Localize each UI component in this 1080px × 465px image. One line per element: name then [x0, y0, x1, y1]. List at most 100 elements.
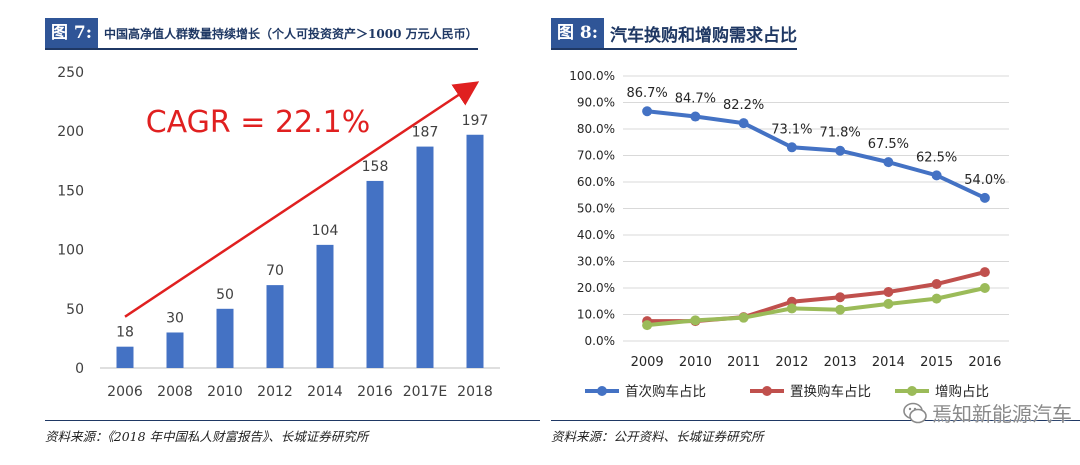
bar-data-label: 158	[362, 159, 389, 175]
data-point	[931, 279, 942, 290]
y-tick-label: 200	[57, 124, 84, 140]
x-tick-label: 2010	[207, 384, 243, 400]
data-point	[979, 192, 990, 203]
y-tick-label: 10.0%	[577, 308, 615, 322]
y-tick-label: 100	[57, 243, 84, 259]
bar-data-label: 187	[412, 125, 439, 141]
data-point	[883, 286, 894, 297]
bar	[166, 332, 184, 368]
y-tick-label: 50	[66, 302, 84, 318]
data-point	[642, 106, 653, 117]
legend-marker	[762, 386, 772, 396]
data-point	[786, 142, 797, 153]
x-tick-label: 2014	[307, 384, 343, 400]
figure-8-title: 汽车换购和增购需求占比	[610, 25, 798, 46]
legend-label: 置换购车占比	[790, 383, 871, 400]
series-line	[646, 286, 986, 328]
data-point	[786, 303, 797, 314]
x-tick-label: 2014	[872, 355, 905, 370]
data-point	[883, 298, 894, 309]
figure-8-source: 资料来源：公开资料、长城证券研究所	[551, 420, 1080, 445]
y-tick-label: 40.0%	[577, 228, 615, 242]
data-label: 86.7%	[626, 86, 667, 101]
y-tick-label: 20.0%	[577, 281, 615, 295]
data-point	[642, 320, 653, 331]
y-tick-label: 100.0%	[569, 69, 615, 83]
data-label: 67.5%	[868, 137, 909, 152]
x-tick-label: 2006	[107, 384, 143, 400]
bar	[416, 146, 434, 368]
x-tick-label: 2013	[824, 355, 857, 370]
bar-data-label: 104	[312, 223, 339, 239]
line-chart: 0.0% 10.0% 20.0% 30.0% 40.0% 50.0% 60.0% 70.0% 8…	[569, 69, 1009, 400]
x-tick-label: 2012	[257, 384, 293, 400]
y-tick-label: 30.0%	[577, 255, 615, 269]
wechat-icon	[903, 402, 927, 423]
left-chart-panel: 图 7: 中国高净值人群数量持续增长（个人可投资资产＞1000 万元人民币） 0…	[45, 18, 540, 445]
data-point	[931, 170, 942, 181]
right-chart-panel: 图 8: 汽车换购和增购需求占比 0.0% 10.0% 20.0% 30.0% 40.0…	[545, 0, 1080, 465]
x-tick-label: 2017E	[403, 384, 447, 400]
series-line	[646, 109, 986, 200]
y-tick-label: 150	[57, 183, 84, 199]
data-point	[979, 267, 990, 278]
data-point	[738, 118, 749, 129]
x-tick-label: 2008	[157, 384, 193, 400]
watermark: 焉知新能源汽车	[902, 398, 1072, 427]
bar-data-label: 70	[266, 263, 284, 279]
data-point	[690, 111, 701, 122]
cagr-trend-arrow	[124, 81, 480, 318]
bar	[316, 244, 334, 368]
bar	[266, 285, 284, 368]
bar-data-label: 197	[462, 113, 489, 129]
figure-8-label: 图 8:	[551, 18, 605, 48]
data-point	[835, 145, 846, 156]
bar-data-label: 50	[216, 287, 234, 303]
data-label: 62.5%	[916, 150, 957, 165]
legend-marker	[597, 386, 607, 396]
y-tick-label: 0	[75, 361, 84, 377]
data-point	[931, 293, 942, 304]
legend-marker	[907, 386, 917, 396]
y-tick-label: 80.0%	[577, 122, 615, 136]
x-tick-label: 2016	[357, 384, 393, 400]
y-tick-label: 90.0%	[577, 96, 615, 110]
x-tick-label: 2012	[775, 355, 808, 370]
y-tick-label: 50.0%	[577, 202, 615, 216]
bar-chart: 0 50 100 150 200 250 18 2006 30 2008 50 2010 70 2012 1…	[57, 65, 500, 400]
right-chart-header: 图 8: 汽车换购和增购需求占比	[551, 18, 798, 50]
x-tick-label: 2010	[679, 355, 712, 370]
y-tick-label: 70.0%	[577, 149, 615, 163]
x-tick-label: 2009	[631, 355, 664, 370]
data-point	[979, 283, 990, 293]
bar	[216, 308, 234, 368]
data-label: 54.0%	[964, 173, 1005, 188]
figure-7-label: 图 7:	[45, 18, 99, 48]
data-point	[690, 315, 701, 326]
data-point	[835, 292, 846, 303]
x-tick-label: 2015	[920, 355, 953, 370]
legend-label: 首次购车占比	[625, 383, 706, 400]
data-label: 82.2%	[723, 98, 764, 113]
y-tick-label: 60.0%	[577, 175, 615, 189]
bar-data-label: 30	[166, 310, 184, 326]
legend-label: 增购占比	[935, 384, 989, 400]
x-tick-label: 2011	[727, 355, 760, 370]
y-tick-label: 250	[57, 65, 84, 81]
watermark-text: 焉知新能源汽车	[932, 402, 1072, 426]
data-point	[738, 312, 749, 323]
bar-data-label: 18	[116, 325, 134, 341]
figure-7-source: 资料来源：《2018 年中国私人财富报告》、长城证券研究所	[45, 420, 540, 445]
data-label: 73.1%	[771, 122, 812, 137]
data-point	[835, 304, 846, 315]
y-tick-label: 0.0%	[585, 334, 616, 348]
data-label: 84.7%	[675, 92, 716, 107]
data-point	[883, 157, 894, 168]
bar	[466, 134, 484, 368]
left-chart-header: 图 7: 中国高净值人群数量持续增长（个人可投资资产＞1000 万元人民币）	[45, 18, 478, 50]
figure-7-title: 中国高净值人群数量持续增长（个人可投资资产＞1000 万元人民币）	[104, 26, 478, 41]
cagr-annotation: CAGR = 22.1%	[146, 105, 371, 140]
x-tick-label: 2018	[457, 384, 493, 400]
data-label: 71.8%	[819, 126, 860, 141]
x-tick-label: 2016	[968, 355, 1001, 370]
